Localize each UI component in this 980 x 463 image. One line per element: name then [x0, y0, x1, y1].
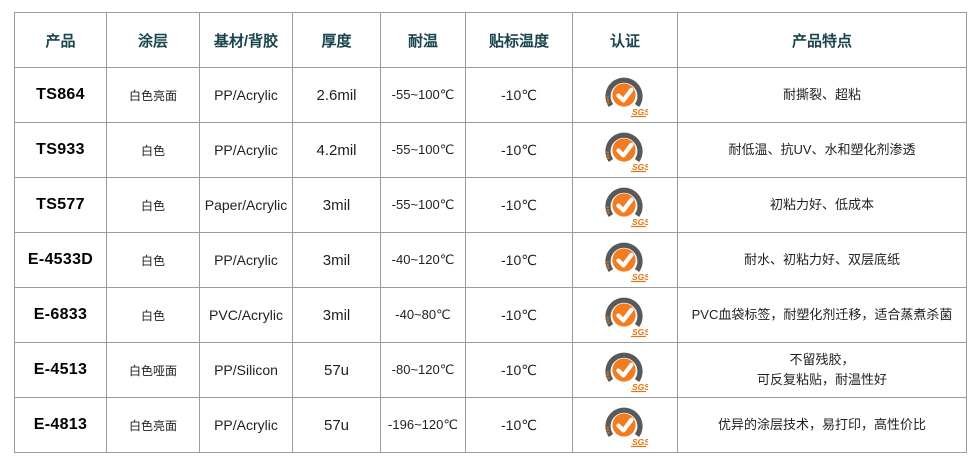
product-features-cell: 耐水、初粘力好、双层底纸 [677, 232, 967, 288]
svg-text:SGS: SGS [632, 272, 648, 282]
temp-resistance-cell: -80~120℃ [380, 342, 466, 398]
thickness-cell: 3mil [292, 287, 381, 343]
certification-cell: SGS [572, 177, 678, 233]
product-name-cell: TS933 [14, 122, 107, 178]
column-header-substrate: 基材/背胶 [199, 12, 293, 68]
column-header-thickness: 厚度 [292, 12, 381, 68]
svg-text:SGS: SGS [632, 217, 648, 227]
header-row: 产品 涂层 基材/背胶 厚度 耐温 贴标温度 认证 产品特点 [14, 12, 967, 68]
svg-text:SGS: SGS [632, 437, 648, 447]
label-temp-cell: -10℃ [465, 122, 573, 178]
svg-text:SGS: SGS [632, 107, 648, 117]
coating-cell: 白色哑面 [106, 342, 200, 398]
label-temp-cell: -10℃ [465, 177, 573, 233]
coating-cell: 白色 [106, 287, 200, 343]
product-name-cell: TS864 [14, 67, 107, 123]
sgs-certification-icon: SGS [605, 77, 648, 118]
column-header-product: 产品 [14, 12, 107, 68]
thickness-cell: 3mil [292, 177, 381, 233]
certification-cell: SGS [572, 232, 678, 288]
temp-resistance-cell: -196~120℃ [380, 397, 466, 453]
certification-cell: SGS [572, 397, 678, 453]
substrate-cell: PVC/Acrylic [199, 287, 293, 343]
product-name-cell: E-4813 [14, 397, 107, 453]
substrate-cell: PP/Acrylic [199, 397, 293, 453]
certification-cell: SGS [572, 342, 678, 398]
thickness-cell: 4.2mil [292, 122, 381, 178]
thickness-cell: 57u [292, 397, 381, 453]
certification-cell: SGS [572, 122, 678, 178]
product-features-cell: PVC血袋标签，耐塑化剂迁移，适合蒸煮杀菌 [677, 287, 967, 343]
svg-text:SGS: SGS [632, 162, 648, 172]
sgs-certification-icon: SGS [605, 297, 648, 338]
column-header-features: 产品特点 [677, 12, 967, 68]
label-temp-cell: -10℃ [465, 342, 573, 398]
sgs-certification-icon: SGS [605, 187, 648, 228]
coating-cell: 白色 [106, 232, 200, 288]
thickness-cell: 2.6mil [292, 67, 381, 123]
svg-text:SGS: SGS [632, 382, 648, 392]
product-features-cell: 初粘力好、低成本 [677, 177, 967, 233]
label-temp-cell: -10℃ [465, 397, 573, 453]
column-header-cert: 认证 [572, 12, 678, 68]
label-temp-cell: -10℃ [465, 67, 573, 123]
product-name-cell: E-4533D [14, 232, 107, 288]
substrate-cell: Paper/Acrylic [199, 177, 293, 233]
label-temp-cell: -10℃ [465, 287, 573, 343]
substrate-cell: PP/Acrylic [199, 122, 293, 178]
product-features-cell: 耐撕裂、超粘 [677, 67, 967, 123]
temp-resistance-cell: -55~100℃ [380, 67, 466, 123]
coating-cell: 白色亮面 [106, 397, 200, 453]
product-name-cell: E-6833 [14, 287, 107, 343]
sgs-certification-icon: SGS [605, 407, 648, 448]
table-row: E-4813 白色亮面 PP/Acrylic 57u -196~120℃ -10… [14, 397, 967, 453]
substrate-cell: PP/Acrylic [199, 232, 293, 288]
table-row: TS577 白色 Paper/Acrylic 3mil -55~100℃ -10… [14, 177, 967, 233]
table-row: TS864 白色亮面 PP/Acrylic 2.6mil -55~100℃ -1… [14, 67, 967, 123]
column-header-temp: 耐温 [380, 12, 466, 68]
certification-cell: SGS [572, 287, 678, 343]
sgs-certification-icon: SGS [605, 242, 648, 283]
product-name-cell: TS577 [14, 177, 107, 233]
thickness-cell: 3mil [292, 232, 381, 288]
sgs-certification-icon: SGS [605, 352, 648, 393]
column-header-coating: 涂层 [106, 12, 200, 68]
substrate-cell: PP/Acrylic [199, 67, 293, 123]
coating-cell: 白色 [106, 122, 200, 178]
table-row: E-6833 白色 PVC/Acrylic 3mil -40~80℃ -10℃ … [14, 287, 967, 343]
coating-cell: 白色 [106, 177, 200, 233]
product-features-cell: 耐低温、抗UV、水和塑化剂渗透 [677, 122, 967, 178]
thickness-cell: 57u [292, 342, 381, 398]
product-features-cell: 不留残胶， 可反复粘贴，耐温性好 [677, 342, 967, 398]
label-temp-cell: -10℃ [465, 232, 573, 288]
table-row: E-4513 白色哑面 PP/Silicon 57u -80~120℃ -10℃… [14, 342, 967, 398]
temp-resistance-cell: -40~80℃ [380, 287, 466, 343]
certification-cell: SGS [572, 67, 678, 123]
product-name-cell: E-4513 [14, 342, 107, 398]
temp-resistance-cell: -55~100℃ [380, 122, 466, 178]
product-spec-table: 产品 涂层 基材/背胶 厚度 耐温 贴标温度 认证 产品特点 TS864 白色亮… [14, 12, 967, 453]
temp-resistance-cell: -40~120℃ [380, 232, 466, 288]
svg-text:SGS: SGS [632, 327, 648, 337]
table-row: E-4533D 白色 PP/Acrylic 3mil -40~120℃ -10℃… [14, 232, 967, 288]
temp-resistance-cell: -55~100℃ [380, 177, 466, 233]
table-row: TS933 白色 PP/Acrylic 4.2mil -55~100℃ -10℃… [14, 122, 967, 178]
table-body: TS864 白色亮面 PP/Acrylic 2.6mil -55~100℃ -1… [14, 67, 967, 453]
coating-cell: 白色亮面 [106, 67, 200, 123]
column-header-label-temp: 贴标温度 [465, 12, 573, 68]
table-header: 产品 涂层 基材/背胶 厚度 耐温 贴标温度 认证 产品特点 [14, 12, 967, 68]
product-features-cell: 优异的涂层技术，易打印，高性价比 [677, 397, 967, 453]
substrate-cell: PP/Silicon [199, 342, 293, 398]
sgs-certification-icon: SGS [605, 132, 648, 173]
